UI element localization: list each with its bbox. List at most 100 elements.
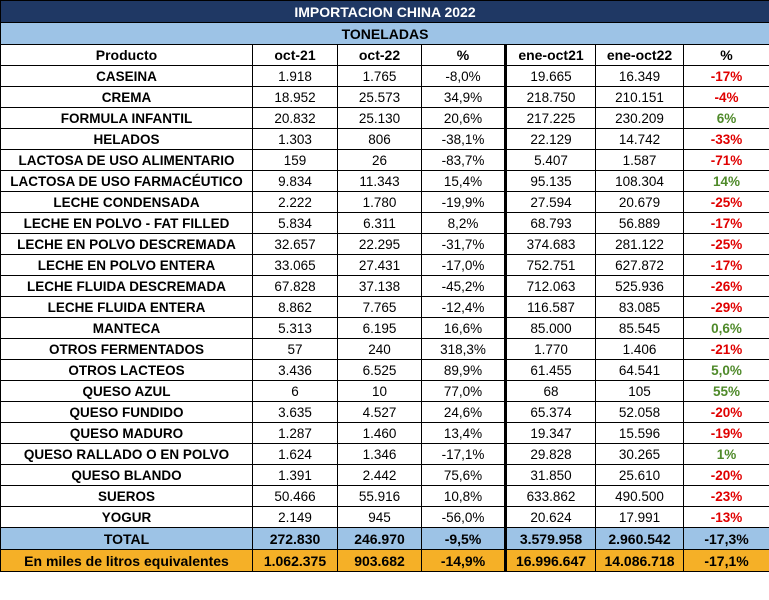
pct-cell: -38,1% [421, 128, 506, 150]
pct-cell: 34,9% [421, 86, 506, 108]
table-row: OTROS FERMENTADOS 57 240 318,3% 1.770 1.406 -2… [0, 338, 769, 360]
oct21-cell: 2.222 [252, 191, 338, 213]
pct-cell: 13,4% [421, 422, 506, 444]
product-cell: LECHE FLUIDA ENTERA [0, 296, 253, 318]
oct22-cell: 7.765 [337, 296, 422, 318]
oct22-cell: 37.138 [337, 275, 422, 297]
title-row: IMPORTACION CHINA 2022 [0, 0, 769, 23]
table-row: LECHE EN POLVO DESCREMADA 32.657 22.295 -31… [0, 233, 769, 255]
product-cell: QUESO AZUL [0, 380, 253, 402]
pct-cell: 8,2% [421, 212, 506, 234]
ytd21-cell: 19.665 [504, 65, 596, 87]
oct22-cell: 1.780 [337, 191, 422, 213]
ytd22-cell: 83.085 [595, 296, 684, 318]
oct21-cell: 3.635 [252, 401, 338, 423]
table-row: LACTOSA DE USO ALIMENTARIO 159 26 -83,7% 5.4… [0, 149, 769, 171]
oct21-cell: 9.834 [252, 170, 338, 192]
ytd-pct-cell: -25% [682, 233, 769, 255]
table-row: LECHE EN POLVO ENTERA 33.065 27.431 -17,0% 7… [0, 254, 769, 276]
ytd22-cell: 230.209 [595, 107, 684, 129]
table-row: YOGUR 2.149 945 -56,0% 20.624 17.991 -13% [0, 506, 769, 528]
ytd21-cell: 633.862 [504, 485, 596, 507]
total-ytd21-cell: 3.579.958 [504, 527, 596, 550]
ytd22-cell: 210.151 [595, 86, 684, 108]
table-row: QUESO MADURO 1.287 1.460 13,4% 19.347 15.596-… [0, 422, 769, 444]
ytd22-cell: 525.936 [595, 275, 684, 297]
pct-cell: -17,0% [421, 254, 506, 276]
pct-cell: -17,1% [421, 443, 506, 465]
product-cell: QUESO BLANDO [0, 464, 253, 486]
ytd22-cell: 85.545 [595, 317, 684, 339]
product-cell: LECHE EN POLVO ENTERA [0, 254, 253, 276]
ytd21-cell: 374.683 [504, 233, 596, 255]
header-ytd-pct: % [682, 44, 769, 66]
oct21-cell: 18.952 [252, 86, 338, 108]
ytd21-cell: 22.129 [504, 128, 596, 150]
total-row: TOTAL 272.830 246.970 -9,5% 3.579.958 2.960.5… [0, 527, 769, 550]
product-cell: HELADOS [0, 128, 253, 150]
table-row: QUESO BLANDO 1.391 2.442 75,6% 31.850 25.610-… [0, 464, 769, 486]
oct21-cell: 5.313 [252, 317, 338, 339]
oct21-cell: 1.303 [252, 128, 338, 150]
ytd-pct-cell: -4% [682, 86, 769, 108]
pct-cell: -12,4% [421, 296, 506, 318]
oct21-cell: 67.828 [252, 275, 338, 297]
oct22-cell: 945 [337, 506, 422, 528]
product-cell: LECHE FLUIDA DESCREMADA [0, 275, 253, 297]
ytd21-cell: 65.374 [504, 401, 596, 423]
ytd21-cell: 95.135 [504, 170, 596, 192]
ytd21-cell: 712.063 [504, 275, 596, 297]
oct21-cell: 20.832 [252, 107, 338, 129]
total-ytd-pct-cell: -17,3% [682, 527, 769, 550]
oct22-cell: 6.311 [337, 212, 422, 234]
oct22-cell: 25.573 [337, 86, 422, 108]
table-row: LECHE FLUIDA ENTERA 8.862 7.765 -12,4% 116.5… [0, 296, 769, 318]
ytd21-cell: 19.347 [504, 422, 596, 444]
ytd-pct-cell: 14% [682, 170, 769, 192]
ytd21-cell: 752.751 [504, 254, 596, 276]
table-row: LECHE EN POLVO - FAT FILLED 5.834 6.311 8,2… [0, 212, 769, 234]
imports-table: IMPORTACION CHINA 2022 TONELADAS Product… [0, 0, 769, 572]
ytd22-cell: 627.872 [595, 254, 684, 276]
ytd22-cell: 108.304 [595, 170, 684, 192]
total-oct21-cell: 272.830 [252, 527, 338, 550]
table-row: MANTECA 5.313 6.195 16,6% 85.000 85.545 0,6% [0, 317, 769, 339]
product-cell: QUESO MADURO [0, 422, 253, 444]
ytd-pct-cell: -17% [682, 212, 769, 234]
total-oct22-cell: 246.970 [337, 527, 422, 550]
oct21-cell: 1.287 [252, 422, 338, 444]
ytd22-cell: 52.058 [595, 401, 684, 423]
oct22-cell: 55.916 [337, 485, 422, 507]
ytd-pct-cell: -23% [682, 485, 769, 507]
table-row: SUEROS 50.466 55.916 10,8% 633.862 490.500 -23… [0, 485, 769, 507]
table-title: IMPORTACION CHINA 2022 [0, 0, 769, 23]
product-cell: LACTOSA DE USO FARMACÉUTICO [0, 170, 253, 192]
table-row: LECHE FLUIDA DESCREMADA 67.828 37.138 -45,2… [0, 275, 769, 297]
ytd-pct-cell: 5,0% [682, 359, 769, 381]
pct-cell: 10,8% [421, 485, 506, 507]
ytd22-cell: 64.541 [595, 359, 684, 381]
ytd22-cell: 14.742 [595, 128, 684, 150]
ytd22-cell: 17.991 [595, 506, 684, 528]
ytd22-cell: 30.265 [595, 443, 684, 465]
ytd21-cell: 5.407 [504, 149, 596, 171]
oct21-cell: 8.862 [252, 296, 338, 318]
ytd21-cell: 61.455 [504, 359, 596, 381]
liters-label-cell: En miles de litros equivalentes [0, 549, 253, 572]
ytd21-cell: 1.770 [504, 338, 596, 360]
pct-cell: 20,6% [421, 107, 506, 129]
liters-ytd21-cell: 16.996.647 [504, 549, 596, 572]
ytd22-cell: 15.596 [595, 422, 684, 444]
ytd-pct-cell: 0,6% [682, 317, 769, 339]
product-cell: LACTOSA DE USO ALIMENTARIO [0, 149, 253, 171]
pct-cell: -83,7% [421, 149, 506, 171]
oct21-cell: 1.624 [252, 443, 338, 465]
oct21-cell: 159 [252, 149, 338, 171]
product-cell: YOGUR [0, 506, 253, 528]
ytd21-cell: 31.850 [504, 464, 596, 486]
oct21-cell: 32.657 [252, 233, 338, 255]
liters-row: En miles de litros equivalentes 1.062.375… [0, 549, 769, 572]
oct22-cell: 4.527 [337, 401, 422, 423]
ytd21-cell: 85.000 [504, 317, 596, 339]
pct-cell: 75,6% [421, 464, 506, 486]
